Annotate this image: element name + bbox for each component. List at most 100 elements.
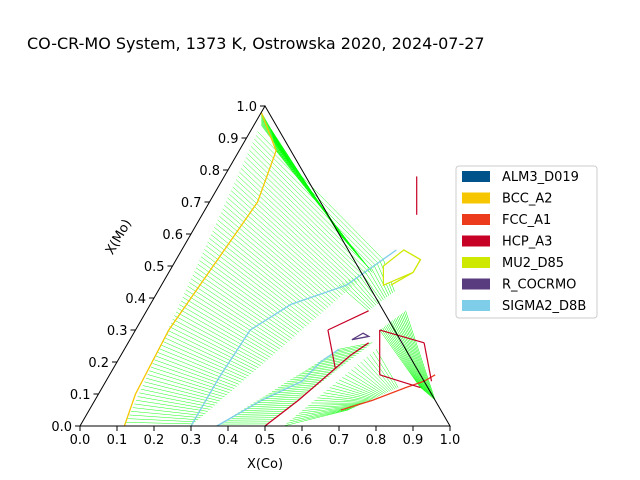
tie-line (326, 389, 372, 400)
tie-line (227, 197, 341, 298)
y-axis-label: X(Mo) (103, 217, 135, 258)
tie-line (351, 277, 377, 306)
tie-line (364, 270, 384, 300)
tie-line (222, 208, 334, 304)
tie-line (126, 422, 194, 425)
tie-line (189, 282, 285, 346)
tie-line (274, 386, 316, 390)
tie-line (287, 377, 327, 383)
tie-line (351, 369, 386, 394)
tie-line (385, 325, 424, 391)
tie-line (357, 364, 389, 393)
legend-swatch (462, 171, 490, 182)
tie-line (162, 341, 247, 379)
tie-line (323, 392, 370, 401)
tie-line (354, 275, 379, 305)
tie-line (245, 157, 367, 275)
legend-label: ALM3_D019 (502, 170, 579, 185)
tie-line (247, 404, 292, 408)
phase-boundary-sigma2_d8b (216, 348, 340, 427)
tie-line (184, 293, 278, 352)
tie-line (250, 402, 295, 406)
y-tick-label: 0.1 (70, 388, 91, 403)
legend-label: R_COCRMO (502, 278, 576, 293)
tie-line (345, 374, 382, 396)
tie-line (139, 392, 213, 408)
phase-boundary-fcc_a1 (340, 374, 436, 411)
tie-line (277, 384, 319, 388)
tie-line (207, 241, 312, 323)
tie-line (234, 182, 350, 289)
tie-line (202, 252, 305, 329)
legend: ALM3_D019 BCC_A2 FCC_A1 HCP_A3 MU2_D85 R_COCR… (455, 165, 598, 319)
tie-line (154, 359, 235, 389)
tie-line (175, 311, 266, 362)
tie-line (403, 311, 435, 400)
legend-frame (455, 165, 598, 319)
tie-line (354, 366, 387, 394)
tie-line (232, 186, 348, 291)
y-tick-label: 0.9 (218, 132, 239, 147)
tie-line (348, 372, 384, 395)
tie-line (380, 328, 422, 389)
legend-label: BCC_A2 (502, 192, 553, 207)
tie-line (164, 337, 249, 377)
y-tick-label: 0.0 (51, 420, 72, 435)
tie-line (235, 179, 353, 287)
y-tick-label: 0.7 (181, 196, 202, 211)
tie-line (200, 256, 302, 331)
tie-line (388, 323, 426, 392)
phase-boundary-bcc_a2 (123, 112, 277, 427)
tie-line (136, 400, 208, 412)
tie-line (308, 403, 362, 406)
x-tick-label: 0.1 (107, 433, 128, 448)
legend-swatch (462, 235, 490, 247)
tie-line (369, 354, 396, 390)
tie-line (244, 407, 290, 409)
x-tick-label: 0.0 (70, 433, 91, 448)
tie-line (131, 411, 201, 418)
y-tick-label: 0.6 (162, 228, 183, 243)
legend-swatch (462, 300, 490, 311)
tie-line (338, 285, 369, 311)
tie-line (329, 387, 374, 400)
legend-swatch (462, 192, 490, 204)
phase-boundary-sigma2_d8b (190, 249, 397, 427)
tie-line (305, 404, 360, 409)
tie-line (152, 363, 232, 391)
tie-line (160, 344, 244, 381)
tie-line (150, 366, 230, 393)
y-tick-label: 1.0 (236, 100, 257, 115)
tie-line (209, 238, 314, 321)
legend-swatch (462, 257, 490, 268)
tie-line (360, 361, 391, 392)
x-tick-label: 0.2 (144, 433, 165, 448)
tie-line (298, 406, 357, 414)
tie-line (145, 377, 223, 400)
tie-line (290, 375, 330, 381)
tie-line (390, 321, 428, 394)
tie-line (224, 205, 336, 302)
tie-line (240, 168, 360, 281)
tie-line (342, 283, 371, 310)
tie-line (214, 227, 322, 314)
tie-line (317, 397, 367, 403)
tie-line (253, 400, 298, 404)
tie-line (296, 371, 335, 377)
phase-boundary-group (123, 112, 436, 427)
tie-line (367, 268, 386, 299)
tie-line (280, 382, 322, 386)
tie-line (204, 249, 307, 327)
tie-line (244, 160, 365, 277)
tie-line (180, 300, 273, 356)
tie-line (129, 414, 199, 420)
tie-line (177, 308, 269, 360)
x-tick-label: 0.8 (366, 433, 387, 448)
tie-line (159, 348, 242, 383)
tie-line (238, 411, 284, 413)
y-tick-label: 0.2 (88, 356, 109, 371)
y-tick-label: 0.5 (144, 260, 165, 275)
tie-line (252, 142, 377, 266)
legend-swatch (462, 214, 490, 225)
tie-line (299, 369, 338, 375)
